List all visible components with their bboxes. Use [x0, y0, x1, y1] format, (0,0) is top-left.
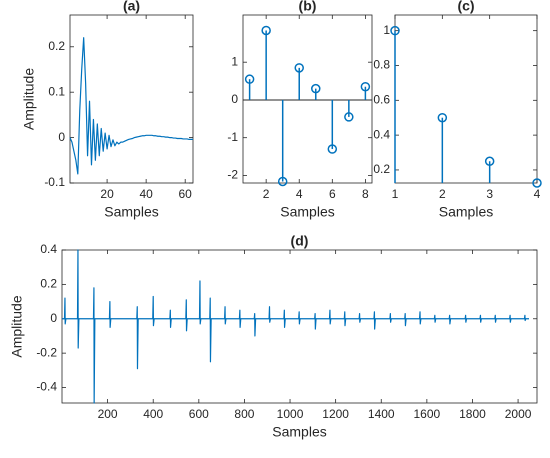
y-tick-label: 0.2 [373, 162, 390, 176]
x-tick-label: 2000 [505, 407, 532, 421]
x-tick-label: 6 [329, 187, 336, 201]
line [69, 37, 193, 175]
axes-box [61, 249, 538, 404]
x-tick-label: 8 [362, 187, 369, 201]
y-tick-label: 0.2 [48, 39, 65, 53]
x-axis-label: Samples [280, 204, 334, 220]
stem-marker [244, 74, 255, 84]
y-tick-label: 0.6 [373, 92, 390, 106]
y-tick-label: -0.4 [36, 380, 57, 394]
y-tick-label: -0.2 [36, 345, 57, 359]
y-tick-label: 0 [231, 92, 238, 106]
stem-marker [327, 144, 338, 154]
stem-marker [261, 25, 271, 36]
y-axis-label: Amplitude [9, 295, 25, 357]
x-tick-label: 2 [263, 187, 270, 201]
stem-marker [437, 112, 448, 123]
stem-marker [344, 112, 354, 122]
y-tick-label: -2 [227, 168, 238, 182]
stem-marker [311, 83, 321, 94]
stem-marker [532, 178, 542, 188]
stem-marker [390, 25, 400, 36]
chart-title: (d) [291, 233, 309, 249]
x-tick-label: 1200 [322, 407, 349, 421]
x-tick-label: 200 [98, 407, 118, 421]
x-tick-label: 800 [234, 407, 254, 421]
axes-box [394, 14, 538, 184]
x-tick-label: 600 [189, 407, 209, 421]
y-tick-label: 0.1 [48, 84, 65, 98]
chart-title: (a) [123, 0, 140, 14]
x-axis-label: Samples [439, 204, 493, 220]
x-tick-label: 400 [143, 407, 163, 421]
x-tick-label: 60 [179, 187, 193, 201]
line [62, 249, 530, 404]
x-tick-label: 1800 [459, 407, 486, 421]
axes-box [242, 14, 373, 184]
y-axis-label: Amplitude [21, 68, 37, 130]
x-tick-label: 1400 [368, 407, 395, 421]
x-tick-label: 1000 [277, 407, 304, 421]
x-axis-label: Samples [272, 424, 326, 440]
y-tick-label: 0.4 [40, 242, 57, 256]
x-tick-label: 4 [534, 187, 541, 201]
x-tick-label: 4 [296, 187, 303, 201]
y-tick-label: 0.4 [373, 127, 390, 141]
stem-marker [294, 63, 304, 73]
chart-title: (b) [299, 0, 317, 14]
y-tick-label: 0.8 [373, 58, 390, 72]
stem-marker [277, 176, 288, 187]
y-tick-label: -1 [227, 130, 238, 144]
x-tick-label: 40 [139, 187, 153, 201]
x-axis-label: Samples [104, 204, 158, 220]
y-tick-label: 0 [50, 311, 57, 325]
stem-marker [484, 156, 495, 166]
y-tick-label: 0.2 [40, 277, 57, 291]
x-tick-label: 1600 [414, 407, 441, 421]
x-tick-label: 2 [439, 187, 446, 201]
x-tick-label: 1 [392, 187, 399, 201]
y-tick-label: 1 [383, 23, 390, 37]
stem-marker [360, 81, 371, 92]
x-tick-label: 3 [486, 187, 493, 201]
axes-box [69, 14, 194, 184]
y-tick-label: 0 [58, 130, 65, 144]
chart-title: (c) [457, 0, 474, 14]
y-tick-label: -0.1 [44, 175, 65, 189]
x-tick-label: 20 [100, 187, 114, 201]
y-tick-label: 1 [231, 54, 238, 68]
